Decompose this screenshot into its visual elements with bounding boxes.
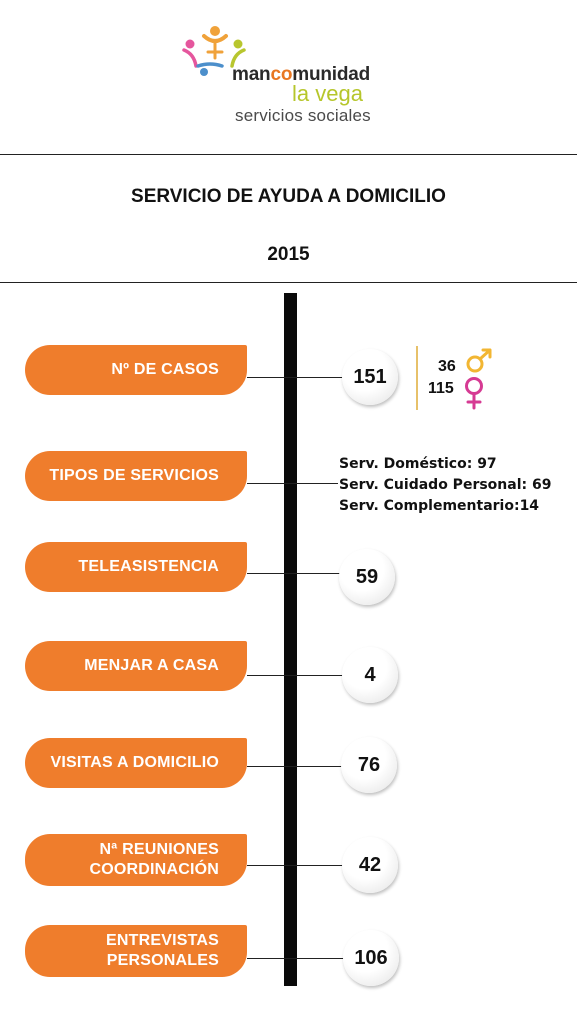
service-domestico: Serv. Doméstico: 97 [339, 456, 497, 472]
value-num-casos: 151 [342, 349, 398, 405]
label-num-casos: Nº DE CASOS [25, 345, 247, 395]
logo-text-line3: servicios sociales [235, 106, 371, 125]
gender-breakdown: 36 115 [416, 346, 506, 410]
services-list: Serv. Doméstico: 97 Serv. Cuidado Person… [339, 454, 551, 517]
value-teleasistencia: 59 [339, 549, 395, 605]
page-title: SERVICIO DE AYUDA A DOMICILIO [131, 186, 446, 207]
value-entrevistas-personales: 106 [343, 930, 399, 986]
label-tipos-servicios: TIPOS DE SERVICIOS [25, 451, 247, 501]
service-complementario: Serv. Complementario:14 [339, 498, 540, 514]
label-entrevistas-personales: ENTREVISTAS PERSONALES [25, 925, 247, 977]
male-symbol-icon [466, 348, 492, 373]
label-menjar-a-casa: MENJAR A CASA [25, 641, 247, 691]
female-symbol-icon [465, 377, 483, 410]
connector [247, 766, 344, 767]
value-visitas-domicilio: 76 [341, 737, 397, 793]
logo-figures-icon [182, 26, 246, 76]
label-reuniones-coordinacion: Nª REUNIONES COORDINACIÓN [25, 834, 247, 886]
connector [247, 483, 338, 484]
male-count: 36 [438, 358, 456, 375]
gender-divider [416, 346, 418, 410]
top-divider [0, 154, 577, 155]
logo: mancomunidad la vega servicios sociales [180, 22, 400, 132]
connector [247, 865, 344, 866]
connector [247, 573, 344, 574]
timeline-spine [284, 293, 297, 986]
label-teleasistencia: TELEASISTENCIA [25, 542, 247, 592]
female-count: 115 [428, 380, 454, 397]
value-reuniones-coordinacion: 42 [342, 837, 398, 893]
value-menjar-a-casa: 4 [342, 647, 398, 703]
label-visitas-domicilio: VISITAS A DOMICILIO [25, 738, 247, 788]
connector [247, 377, 344, 378]
logo-text-line1: mancomunidad [232, 64, 371, 85]
bottom-divider [0, 282, 577, 283]
connector [247, 958, 344, 959]
year-label: 2015 [267, 244, 310, 265]
service-cuidado-personal: Serv. Cuidado Personal: 69 [339, 477, 552, 493]
connector [247, 675, 344, 676]
logo-text-line2: la vega [292, 81, 363, 106]
